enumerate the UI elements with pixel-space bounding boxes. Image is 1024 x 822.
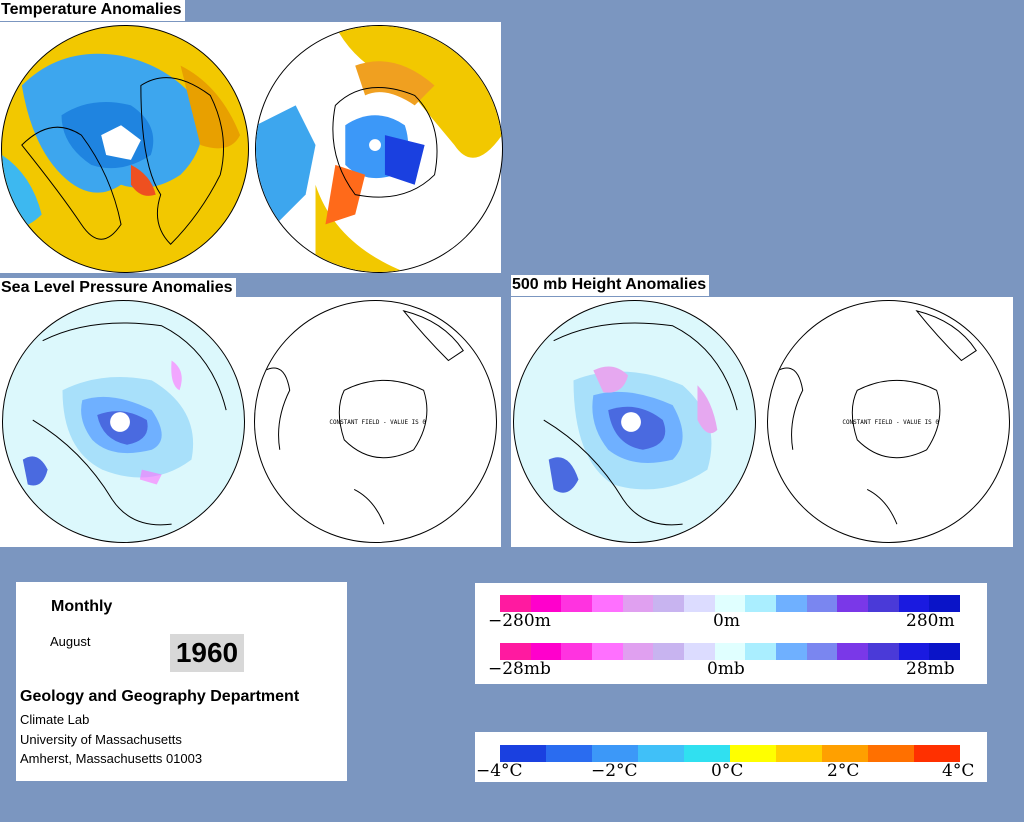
temp-swatch-8	[868, 745, 914, 762]
pressure-swatch-3	[592, 643, 623, 660]
university-name: University of Massachusetts	[20, 732, 182, 747]
height-max-label: 280m	[906, 611, 955, 631]
temp-label-0: −4°C	[476, 761, 523, 781]
height-swatch-5	[653, 595, 685, 612]
height500-constant-field-label: CONSTANT FIELD - VALUE IS 0	[842, 419, 939, 426]
height-swatch-13	[898, 595, 930, 612]
temp-label-2: 0°C	[711, 761, 744, 781]
department-name: Geology and Geography Department	[20, 688, 300, 705]
pressure-swatch-14	[929, 643, 961, 660]
temp-swatch-3	[638, 745, 684, 762]
temperature-sh-globe	[255, 25, 503, 273]
period-label: Monthly	[51, 598, 113, 615]
height-swatch-2	[561, 595, 593, 612]
height-swatch-6	[684, 595, 715, 612]
pressure-swatch-4	[622, 643, 654, 660]
height-swatch-4	[622, 595, 654, 612]
pressure-swatch-6	[684, 643, 715, 660]
temperature-title: Temperature Anomalies	[0, 0, 185, 21]
info-box: Monthly August 1960 Geology and Geograph…	[16, 582, 347, 781]
height-min-label: −280m	[488, 611, 551, 631]
pressure-colorbar	[500, 643, 961, 660]
height-swatch-3	[592, 595, 623, 612]
pressure-swatch-8	[745, 643, 777, 660]
pressure-mid-label: 0mb	[707, 659, 745, 679]
slp-constant-field-label: CONSTANT FIELD - VALUE IS 0	[329, 419, 426, 426]
pressure-swatch-2	[561, 643, 593, 660]
temp-swatch-0	[500, 745, 546, 762]
height-swatch-11	[837, 595, 869, 612]
temperature-nh-globe	[1, 25, 249, 273]
temp-swatch-1	[546, 745, 592, 762]
pressure-swatch-0	[500, 643, 531, 660]
height500-nh-globe	[513, 300, 756, 543]
slp-nh-globe	[2, 300, 245, 543]
height500-sh-globe: CONSTANT FIELD - VALUE IS 0	[767, 300, 1010, 543]
temp-swatch-9	[914, 745, 960, 762]
height-swatch-9	[776, 595, 807, 612]
height-swatch-7	[714, 595, 746, 612]
height-swatch-10	[806, 595, 838, 612]
temp-swatch-4	[684, 745, 730, 762]
address-text: Amherst, Massachusetts 01003	[20, 751, 203, 766]
slp-sh-globe: CONSTANT FIELD - VALUE IS 0	[254, 300, 497, 543]
temp-swatch-2	[592, 745, 638, 762]
temperature-colorbar	[500, 745, 960, 762]
height500-title: 500 mb Height Anomalies	[511, 275, 710, 296]
pressure-swatch-13	[898, 643, 930, 660]
height-swatch-8	[745, 595, 777, 612]
temp-label-4: 4°C	[942, 761, 975, 781]
lab-name: Climate Lab	[20, 712, 90, 727]
temp-swatch-7	[822, 745, 868, 762]
height-swatch-12	[868, 595, 899, 612]
pressure-swatch-11	[837, 643, 869, 660]
height-swatch-1	[530, 595, 562, 612]
temp-swatch-6	[776, 745, 822, 762]
temp-label-1: −2°C	[591, 761, 638, 781]
month-label: August	[50, 634, 91, 649]
pressure-min-label: −28mb	[488, 659, 551, 679]
height-swatch-14	[929, 595, 961, 612]
pressure-swatch-12	[868, 643, 899, 660]
height-swatch-0	[500, 595, 531, 612]
pressure-swatch-1	[530, 643, 562, 660]
pressure-max-label: 28mb	[906, 659, 955, 679]
height-colorbar	[500, 595, 961, 612]
pressure-swatch-10	[806, 643, 838, 660]
pressure-swatch-7	[714, 643, 746, 660]
year-badge: 1960	[170, 634, 244, 672]
pressure-swatch-5	[653, 643, 685, 660]
height-mid-label: 0m	[713, 611, 740, 631]
slp-title: Sea Level Pressure Anomalies	[0, 278, 236, 299]
temp-label-3: 2°C	[827, 761, 860, 781]
temp-swatch-5	[730, 745, 776, 762]
pressure-swatch-9	[776, 643, 807, 660]
